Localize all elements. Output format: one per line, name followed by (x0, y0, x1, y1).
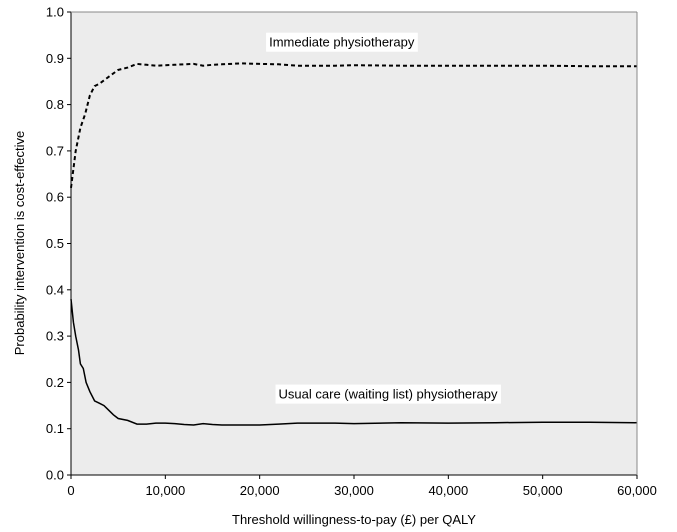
y-tick-label: 0.9 (46, 51, 64, 66)
y-tick-label: 1.0 (46, 5, 64, 20)
y-tick-label: 0.4 (46, 282, 64, 297)
y-tick-label: 0.3 (46, 329, 64, 344)
y-tick-label: 0.7 (46, 143, 64, 158)
y-tick-label: 0.6 (46, 190, 64, 205)
x-tick-label: 0 (67, 483, 74, 498)
annotation-background (266, 32, 418, 52)
x-tick-label: 60,000 (617, 483, 657, 498)
y-tick-label: 0.1 (46, 421, 64, 436)
y-tick-label: 0.0 (46, 468, 64, 483)
x-tick-label: 30,000 (334, 483, 374, 498)
series-annotation: Usual care (waiting list) physiotherapy (279, 387, 498, 402)
series-line-immediate-physiotherapy (70, 62, 637, 189)
y-tick-label: 0.2 (46, 375, 64, 390)
y-tick-label: 0.8 (46, 97, 64, 112)
ticks-layer: 0.0 0.1 0.2 0.3 0.4 0.5 0.6 0.7 0.8 0.9 1.0 0 10,000… (46, 5, 657, 499)
x-tick-label: 20,000 (240, 483, 280, 498)
plot-area (71, 12, 637, 475)
series-line-usual-care (70, 299, 638, 426)
annotation-background (275, 384, 501, 404)
annotations: Immediate physiotherapy Usual care (waiti… (266, 32, 501, 404)
x-tick-label: 50,000 (523, 483, 563, 498)
series-layer (70, 62, 638, 426)
x-tick-label: 10,000 (145, 483, 185, 498)
series-annotation: Immediate physiotherapy (269, 35, 415, 50)
y-tick-label: 0.5 (46, 236, 64, 251)
x-tick-label: 40,000 (428, 483, 468, 498)
y-axis-label: Probability intervention is cost-effecti… (12, 131, 27, 355)
x-axis-label: Threshold willingness-to-pay (£) per QAL… (232, 512, 476, 527)
